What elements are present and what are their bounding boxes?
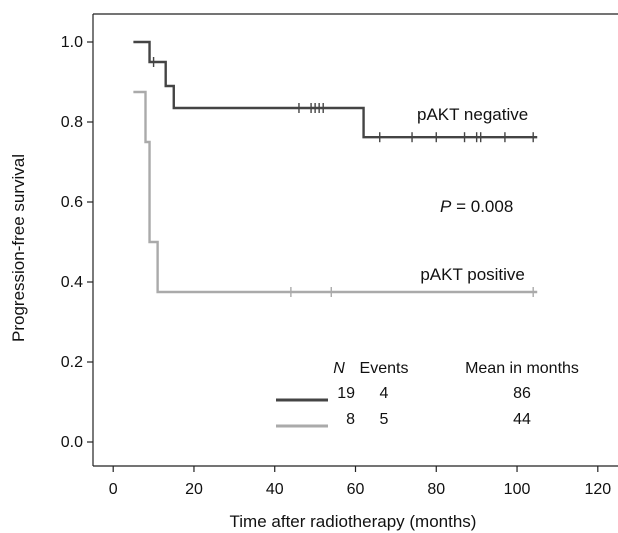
legend-header-n: N bbox=[333, 360, 345, 377]
legend-mean-value: 86 bbox=[513, 385, 531, 402]
legend-n-value: 19 bbox=[337, 385, 355, 402]
x-tick-label: 20 bbox=[185, 481, 203, 498]
y-tick-label: 0.2 bbox=[61, 354, 83, 371]
y-tick-label: 1.0 bbox=[61, 34, 83, 51]
legend-header-events: Events bbox=[360, 360, 409, 377]
x-tick-label: 80 bbox=[427, 481, 445, 498]
legend-events-value: 5 bbox=[380, 411, 389, 428]
x-tick-label: 100 bbox=[504, 481, 531, 498]
y-tick-label: 0.8 bbox=[61, 114, 83, 131]
x-tick-label: 40 bbox=[266, 481, 284, 498]
series-line-pakt-positive bbox=[133, 90, 538, 294]
y-tick-label: 0.6 bbox=[61, 194, 83, 211]
y-axis-title: Progression-free survival bbox=[9, 154, 28, 342]
legend-events-value: 4 bbox=[380, 385, 389, 402]
y-tick-label: 0.0 bbox=[61, 434, 83, 451]
x-tick-label: 60 bbox=[347, 481, 365, 498]
series-label: pAKT positive bbox=[420, 265, 525, 284]
series-label: pAKT negative bbox=[417, 105, 528, 124]
x-axis-title: Time after radiotherapy (months) bbox=[230, 512, 477, 531]
y-tick-label: 0.4 bbox=[61, 274, 83, 291]
legend-n-value: 8 bbox=[346, 411, 355, 428]
x-tick-label: 0 bbox=[109, 481, 118, 498]
x-tick-label: 120 bbox=[584, 481, 611, 498]
y-axis-title-group: Progression-free survival bbox=[9, 154, 28, 342]
legend-header-mean: Mean in months bbox=[465, 360, 579, 377]
p-value-annotation: P = 0.008 bbox=[440, 197, 513, 216]
series-line-pakt-negative bbox=[133, 40, 538, 139]
legend-mean-value: 44 bbox=[513, 411, 531, 428]
